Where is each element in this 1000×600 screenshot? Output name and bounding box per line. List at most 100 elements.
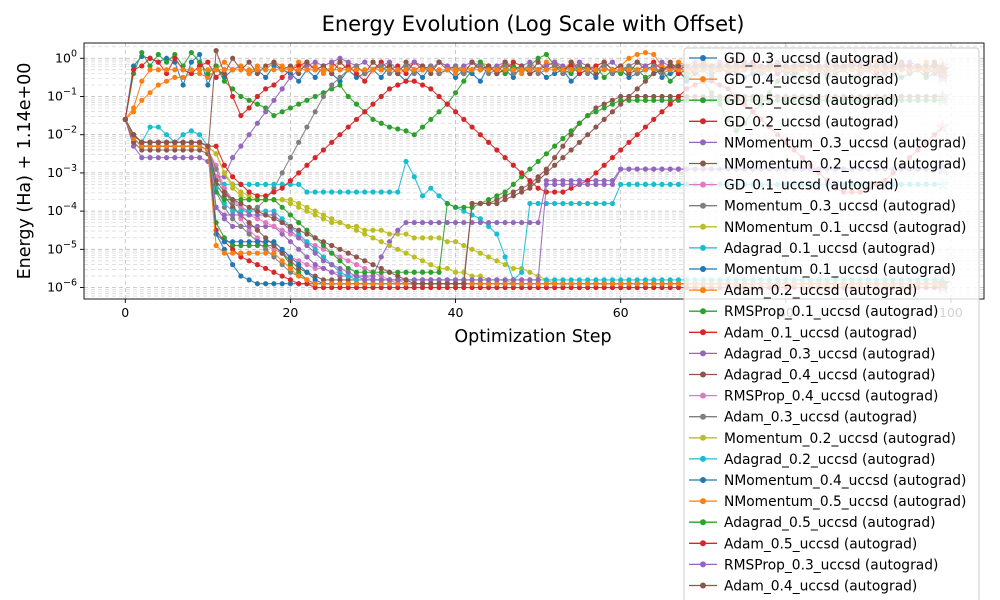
data-point xyxy=(419,277,426,283)
data-point xyxy=(180,74,186,80)
data-point xyxy=(543,166,549,172)
data-point xyxy=(552,277,558,283)
data-point xyxy=(329,63,335,69)
data-point xyxy=(329,70,335,77)
data-point xyxy=(147,90,153,96)
data-point xyxy=(419,74,426,80)
data-point xyxy=(659,97,665,103)
data-point xyxy=(353,254,360,260)
data-point xyxy=(337,67,343,73)
data-point xyxy=(271,254,277,260)
legend-label: Adagrad_0.4_uccsd (autograd) xyxy=(724,368,936,384)
data-point xyxy=(461,219,467,226)
data-point xyxy=(221,170,227,176)
legend-entry: Momentum_0.3_uccsd (autograd) xyxy=(689,199,956,215)
data-point xyxy=(651,116,657,123)
data-point xyxy=(172,51,178,58)
data-point xyxy=(609,59,616,65)
data-point xyxy=(395,63,401,69)
data-point xyxy=(386,231,393,237)
data-point xyxy=(238,181,244,187)
data-point xyxy=(436,93,442,100)
data-point xyxy=(238,112,244,119)
data-point xyxy=(180,67,186,73)
data-point xyxy=(362,227,368,233)
legend-label: NMomentum_0.2_uccsd (autograd) xyxy=(724,157,966,173)
legend-marker xyxy=(700,160,706,167)
data-point xyxy=(618,67,624,73)
data-point xyxy=(527,59,533,65)
data-point xyxy=(296,139,302,145)
data-point xyxy=(552,70,558,77)
data-point xyxy=(296,101,302,107)
data-point xyxy=(675,97,682,103)
data-point xyxy=(320,212,327,218)
data-point xyxy=(353,63,360,69)
data-point xyxy=(626,284,632,291)
data-point xyxy=(230,239,236,245)
data-point xyxy=(419,219,426,226)
legend-marker xyxy=(700,181,706,188)
data-point xyxy=(370,101,376,107)
data-point xyxy=(419,269,426,275)
data-point xyxy=(601,101,607,107)
data-point xyxy=(337,273,343,279)
data-point xyxy=(601,181,607,187)
data-point xyxy=(519,269,525,275)
y-tick-label: 10−3 xyxy=(47,163,77,180)
data-point xyxy=(246,67,252,73)
data-point xyxy=(386,239,393,245)
data-point xyxy=(196,147,203,153)
data-point xyxy=(271,223,277,230)
data-point xyxy=(618,181,624,187)
data-point xyxy=(527,269,533,275)
data-point xyxy=(675,166,682,172)
data-point xyxy=(362,269,368,275)
data-point xyxy=(353,189,360,195)
data-point xyxy=(370,262,376,268)
data-point xyxy=(188,143,194,149)
data-point xyxy=(370,235,376,241)
data-point xyxy=(576,277,583,283)
data-point xyxy=(452,63,459,69)
data-point xyxy=(527,177,533,184)
data-point xyxy=(188,128,194,134)
legend-label: Adam_0.5_uccsd (autograd) xyxy=(724,536,917,552)
data-point xyxy=(494,193,500,199)
data-point xyxy=(246,59,252,65)
legend-entry: Adagrad_0.2_uccsd (autograd) xyxy=(689,452,936,468)
data-point xyxy=(329,139,335,145)
data-point xyxy=(510,189,516,195)
data-point xyxy=(452,90,459,96)
data-point xyxy=(172,143,178,149)
data-point xyxy=(188,67,194,73)
data-point xyxy=(296,269,302,275)
data-point xyxy=(320,63,327,69)
data-point xyxy=(626,139,632,145)
data-point xyxy=(386,242,393,249)
data-point xyxy=(543,170,549,176)
data-point xyxy=(320,258,327,264)
data-point xyxy=(659,63,665,69)
legend-entry: NMomentum_0.1_uccsd (autograd) xyxy=(689,220,966,236)
data-point xyxy=(675,277,682,283)
data-point xyxy=(444,239,450,245)
data-point xyxy=(254,193,260,199)
data-point xyxy=(634,59,640,65)
data-point xyxy=(452,70,459,77)
legend-entry: RMSProp_0.1_uccsd (autograd) xyxy=(689,304,938,320)
data-point xyxy=(485,277,492,283)
data-point xyxy=(205,59,211,65)
data-point xyxy=(667,93,673,100)
data-point xyxy=(461,242,467,249)
data-point xyxy=(395,284,401,291)
data-point xyxy=(452,281,459,287)
data-point xyxy=(585,177,591,184)
data-point xyxy=(593,74,599,80)
data-point xyxy=(378,74,384,80)
data-point xyxy=(634,51,640,58)
data-point xyxy=(155,82,161,88)
data-point xyxy=(601,281,607,287)
data-point xyxy=(221,200,227,207)
data-point xyxy=(411,235,417,241)
